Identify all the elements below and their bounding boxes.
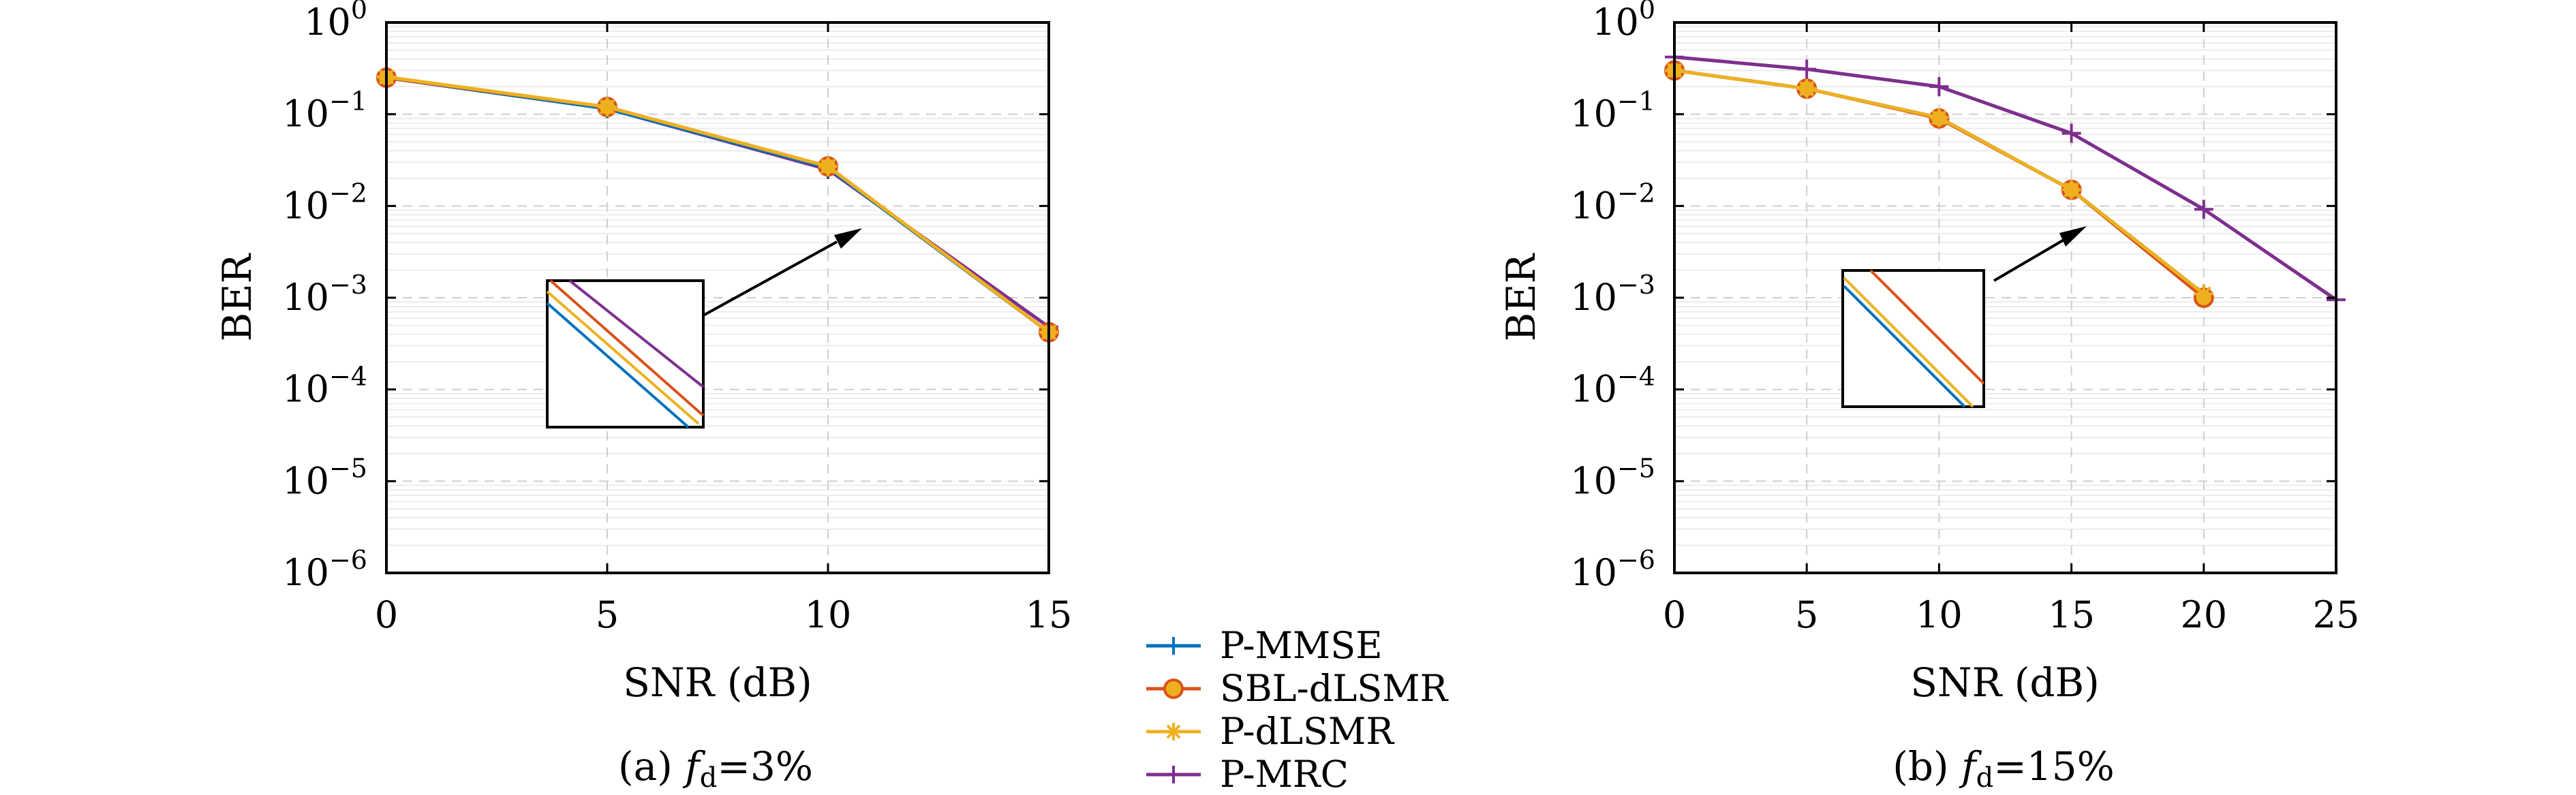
data-point-p-dlsmr	[2194, 284, 2213, 304]
zoom-inset-b	[1841, 226, 2087, 408]
data-point-p-dlsmr	[818, 157, 838, 176]
y-tick-label: 10−1	[282, 87, 367, 136]
legend-label: P-dLSMR	[1220, 710, 1394, 753]
data-point-p-dlsmr	[2061, 180, 2081, 200]
legend-item-p-dlsmr: P-dLSMR	[1146, 710, 1394, 753]
x-ticks-a: 0 5 10 15	[375, 22, 1073, 636]
series-group-a	[376, 67, 1059, 343]
y-axis-label-a: BER	[214, 252, 260, 341]
data-point-p-dlsmr	[1929, 108, 1949, 127]
legend-label: P-MRC	[1220, 753, 1349, 795]
series-line-p-mrc	[1674, 55, 2337, 302]
inset-arrow-line-a	[703, 240, 838, 317]
data-point-p-mrc	[2194, 200, 2213, 219]
x-ticks-b: 0 5 10 15 20 25	[1663, 22, 2360, 636]
legend-item-p-mrc: P-MRC	[1146, 753, 1349, 795]
inset-line-sbl-a	[549, 279, 705, 417]
x-tick-label: 5	[1795, 593, 1818, 636]
y-tick-label: 100	[304, 0, 367, 44]
inset-box-b	[1841, 269, 1985, 408]
subplot-a: 0 5 10 15 100 10−1 10−2 10−3 10−4 10−5 10−6 SNR (…	[214, 0, 1072, 706]
x-tick-label: 10	[805, 593, 852, 636]
y-tick-label: 10−5	[282, 453, 367, 502]
x-tick-label: 15	[1026, 593, 1073, 636]
inset-line-mmse-b	[1843, 285, 1966, 408]
y-ticks-b: 100 10−1 10−2 10−3 10−4 10−5 10−6	[1570, 0, 2336, 594]
inset-line-mrc-a	[568, 279, 705, 388]
y-tick-label: 10−2	[1570, 178, 1655, 227]
data-point-p-mrc	[2061, 123, 2081, 143]
y-tick-label: 10−3	[282, 270, 367, 319]
legend-label: P-MMSE	[1220, 624, 1383, 667]
legend-marker	[1165, 723, 1182, 741]
y-tick-label: 10−4	[282, 362, 367, 411]
legend-box	[1137, 613, 1471, 792]
x-tick-label: 10	[1916, 593, 1963, 636]
series-line-p-dlsmr	[386, 75, 1050, 334]
y-axis-label-b: BER	[1498, 252, 1544, 341]
legend-marker	[1163, 679, 1184, 699]
data-point-p-mrc	[1929, 77, 1949, 97]
y-ticks-a: 100 10−1 10−2 10−3 10−4 10−5 10−6	[282, 0, 1049, 594]
inset-line-mmse-a	[546, 302, 690, 428]
x-tick-label: 25	[2313, 593, 2360, 636]
legend-marker	[1165, 766, 1182, 783]
caption-b: (b) fd=15%	[1892, 743, 2114, 794]
series-group-b	[1664, 47, 2346, 309]
caption-a: (a) fd=3%	[618, 743, 813, 794]
data-point-p-dlsmr	[1797, 79, 1817, 99]
inset-line-pdlsmr-b	[1843, 277, 1974, 408]
legend-marker	[1165, 637, 1182, 655]
x-tick-label: 20	[2180, 593, 2227, 636]
inset-arrow-line-b	[1993, 237, 2068, 282]
x-tick-label: 0	[1663, 593, 1686, 636]
data-point-p-mrc	[1797, 59, 1817, 79]
inset-box-a	[546, 279, 705, 428]
legend-label: SBL-dLSMR	[1220, 667, 1448, 710]
legend-item-p-mmse: P-MMSE	[1146, 624, 1383, 667]
x-tick-label: 0	[375, 593, 398, 636]
data-point-p-dlsmr	[598, 97, 617, 117]
legend-item-sbl-dlsmr: SBL-dLSMR	[1146, 667, 1448, 710]
y-tick-label: 10−1	[1570, 87, 1655, 136]
inset-arrow-head-a	[834, 228, 862, 249]
inset-line-pdlsmr-a	[546, 290, 700, 425]
x-tick-label: 5	[596, 593, 619, 636]
x-tick-label: 15	[2048, 593, 2095, 636]
y-tick-label: 10−6	[282, 545, 367, 594]
y-tick-label: 10−2	[282, 178, 367, 227]
x-axis-label-a: SNR (dB)	[623, 659, 812, 706]
inset-arrow-head-b	[2059, 226, 2087, 247]
inset-line-sbl-b	[1869, 269, 1985, 385]
y-tick-label: 10−4	[1570, 362, 1655, 411]
y-tick-label: 10−3	[1570, 270, 1655, 319]
subplot-b: 0 5 10 15 20 25 100 10−1 10−2 10−3 10−4 10−5 10−6 S…	[1498, 0, 2359, 706]
y-tick-label: 10−6	[1570, 545, 1655, 594]
y-tick-label: 100	[1592, 0, 1655, 44]
x-axis-label-b: SNR (dB)	[1910, 659, 2100, 706]
y-tick-label: 10−5	[1570, 453, 1655, 502]
grid-a	[386, 22, 1049, 574]
zoom-inset-a	[546, 228, 862, 428]
